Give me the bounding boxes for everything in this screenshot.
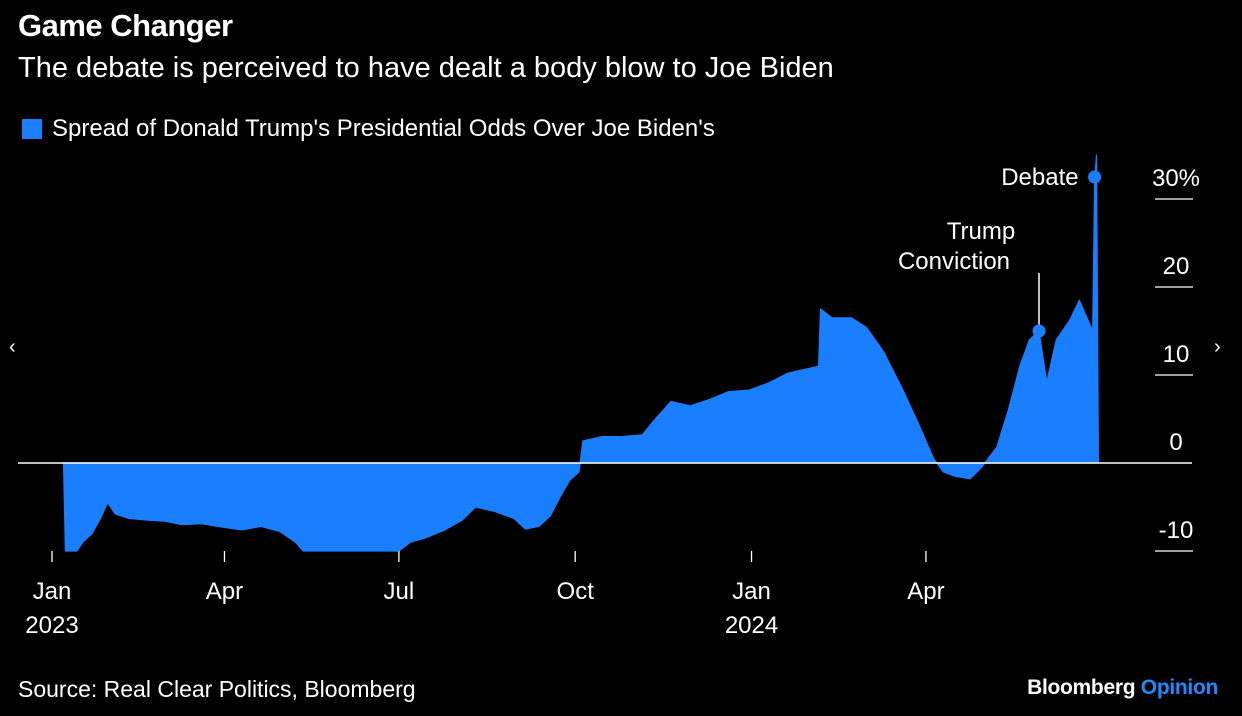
annotation-marker	[1088, 170, 1102, 184]
y-tick-label: 0	[1169, 429, 1182, 456]
brand-section: Opinion	[1140, 676, 1219, 699]
annotation-label: Trump	[947, 218, 1015, 245]
y-tick-label: 10	[1163, 341, 1190, 368]
x-tick-label: Jul	[384, 578, 415, 605]
y-tick-label: -10	[1159, 517, 1194, 544]
chart-subtitle: The debate is perceived to have dealt a …	[18, 52, 834, 84]
legend-swatch	[22, 119, 42, 139]
annotation-label: Conviction	[898, 248, 1010, 275]
x-tick-label: Jan	[732, 578, 771, 605]
brand-name: Bloomberg	[1027, 676, 1136, 699]
previous-chart-arrow-icon[interactable]: ‹	[9, 336, 16, 358]
x-tick-label: Apr	[907, 578, 944, 605]
chart-title: Game Changer	[18, 8, 233, 43]
y-tick-label: 30%	[1152, 165, 1200, 192]
brand-logo: Bloomberg Opinion	[1027, 676, 1218, 700]
x-tick-year-label: 2024	[725, 612, 778, 639]
x-tick-label: Apr	[206, 578, 243, 605]
x-tick-label: Oct	[557, 578, 595, 605]
legend-label: Spread of Donald Trump's Presidential Od…	[52, 115, 715, 142]
y-tick-label: 20	[1163, 253, 1190, 280]
x-tick-year-label: 2023	[25, 612, 78, 639]
source-note: Source: Real Clear Politics, Bloomberg	[18, 676, 416, 702]
next-chart-arrow-icon[interactable]: ›	[1214, 336, 1221, 358]
series-area	[62, 154, 1099, 552]
annotation-label: Debate	[1001, 164, 1078, 191]
annotation-marker	[1032, 324, 1046, 338]
x-tick-label: Jan	[33, 578, 72, 605]
legend: Spread of Donald Trump's Presidential Od…	[22, 115, 715, 143]
